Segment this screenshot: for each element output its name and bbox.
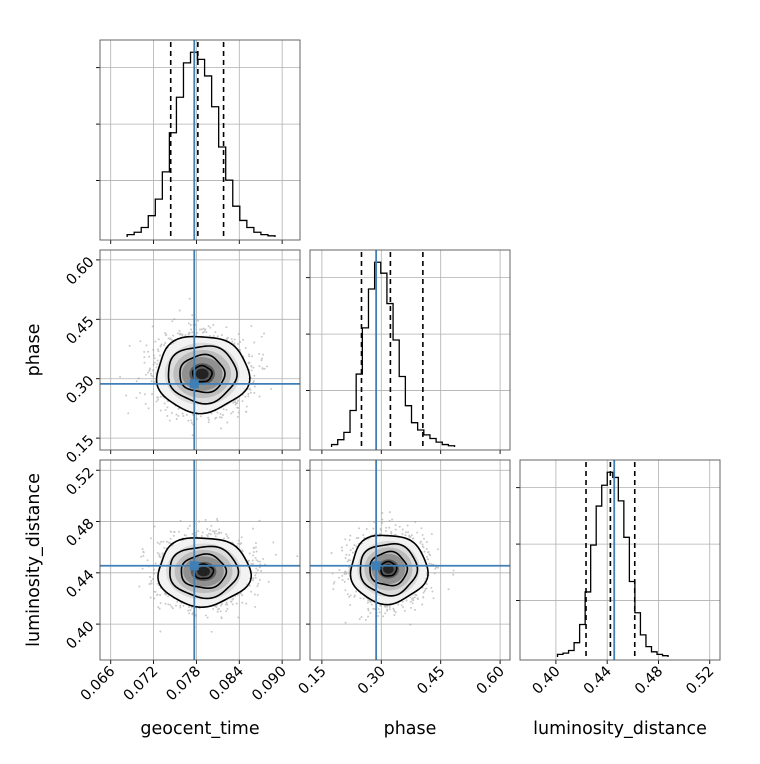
y-axis-label-luminosity-distance: luminosity_distance	[24, 473, 44, 647]
y-tick-label-phase: 0.60	[64, 254, 98, 288]
x-tick-label-phase: 0.15	[296, 664, 330, 698]
pair-plot-area	[100, 250, 300, 450]
diag-panel-geocent-time	[96, 39, 301, 244]
x-tick-label-geocent-time: 0.084	[206, 664, 247, 705]
y-tick-label-luminosity-distance: 0.44	[64, 567, 98, 601]
panel-frame	[519, 459, 721, 661]
histogram-luminosity-distance	[556, 471, 669, 657]
panel-frame	[99, 459, 301, 661]
density-level-5	[195, 368, 209, 380]
contour-line-1	[167, 345, 238, 405]
density-level-5	[197, 566, 210, 577]
x-axis-label-geocent-time: geocent_time	[140, 719, 259, 739]
contour-line-0	[349, 534, 429, 606]
x-tick-label-geocent-time: 0.090	[249, 664, 290, 705]
pair-plot-area	[100, 460, 300, 660]
x-tick-label-phase: 0.45	[414, 664, 448, 698]
truth-marker	[371, 561, 381, 571]
y-tick-label-luminosity-distance: 0.48	[64, 516, 98, 550]
x-tick-label-luminosity-distance: 0.48	[632, 664, 666, 698]
x-tick-label-phase: 0.60	[474, 664, 508, 698]
x-tick-label-luminosity-distance: 0.52	[683, 664, 717, 698]
diag-panel-luminosity-distance	[516, 459, 721, 664]
histogram-phase	[330, 261, 456, 447]
contour-line-1	[359, 543, 419, 597]
panel-frame	[309, 249, 511, 451]
x-tick-label-geocent-time: 0.066	[78, 664, 119, 705]
y-tick-label-phase: 0.45	[64, 314, 98, 348]
y-tick-label-luminosity-distance: 0.52	[64, 465, 98, 499]
contour-line-3	[191, 364, 213, 383]
x-tick-label-geocent-time: 0.072	[121, 664, 162, 705]
contour-line-2	[179, 353, 226, 394]
pair-panel-phase-luminosity-distance	[306, 459, 511, 664]
panel-frame	[99, 39, 301, 241]
x-tick-label-luminosity-distance: 0.40	[530, 664, 564, 698]
x-tick-label-luminosity-distance: 0.44	[581, 664, 615, 698]
y-tick-label-phase: 0.15	[64, 432, 98, 466]
contour-line-0	[157, 537, 253, 609]
pair-panel-geocent-time-phase	[96, 249, 301, 454]
x-tick-label-geocent-time: 0.078	[164, 664, 205, 705]
x-tick-label-phase: 0.30	[355, 664, 389, 698]
panel-frame	[309, 459, 511, 661]
contour-line-1	[169, 545, 240, 600]
contour-line-0	[155, 335, 251, 415]
y-tick-label-phase: 0.30	[64, 373, 98, 407]
y-axis-label-phase: phase	[24, 324, 44, 377]
y-tick-label-luminosity-distance: 0.40	[64, 618, 98, 652]
pair-panel-geocent-time-luminosity-distance	[96, 459, 301, 664]
pair-plot-area	[310, 460, 510, 660]
histogram-geocent-time	[126, 51, 276, 237]
truth-marker	[189, 561, 199, 571]
contour-line-2	[180, 553, 228, 590]
panel-frame	[99, 249, 301, 451]
diag-panel-phase	[306, 249, 511, 454]
truth-marker	[189, 379, 199, 389]
x-axis-label-phase: phase	[384, 719, 437, 739]
contour-line-2	[369, 550, 409, 587]
x-axis-label-luminosity-distance: luminosity_distance	[533, 719, 707, 739]
